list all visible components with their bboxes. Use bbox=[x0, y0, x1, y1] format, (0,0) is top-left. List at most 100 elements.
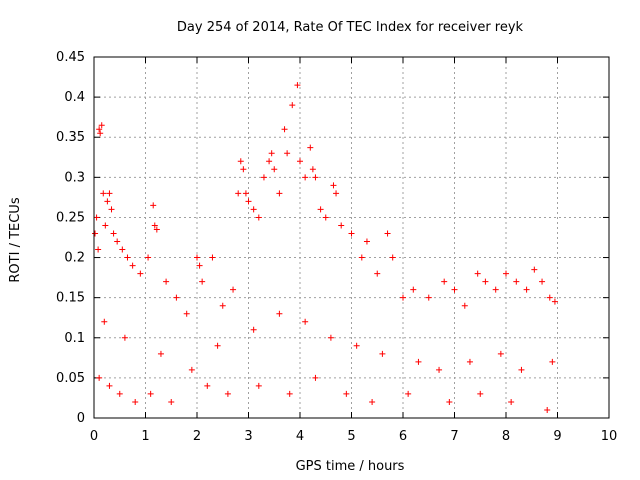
data-point bbox=[539, 278, 546, 285]
x-tick-label: 7 bbox=[450, 429, 458, 444]
y-tick-label: 0.05 bbox=[56, 371, 85, 386]
data-point bbox=[415, 358, 422, 365]
data-point bbox=[110, 230, 117, 237]
data-point bbox=[297, 158, 303, 165]
data-point bbox=[307, 144, 314, 151]
data-point bbox=[93, 214, 100, 221]
data-point bbox=[451, 286, 458, 293]
data-point bbox=[95, 246, 102, 253]
data-point bbox=[281, 126, 288, 133]
data-point bbox=[446, 398, 453, 405]
data-point bbox=[116, 390, 123, 397]
data-point bbox=[209, 254, 216, 261]
data-point bbox=[289, 102, 296, 109]
data-point bbox=[379, 350, 386, 357]
y-axis-label: ROTI / TECUs bbox=[8, 197, 23, 282]
data-point bbox=[338, 222, 345, 229]
data-point bbox=[153, 226, 160, 233]
data-point bbox=[121, 334, 128, 341]
x-tick-label: 8 bbox=[502, 429, 510, 444]
data-point bbox=[150, 202, 157, 209]
data-point bbox=[549, 358, 556, 365]
y-tick-label: 0.1 bbox=[64, 331, 85, 346]
data-point bbox=[196, 262, 203, 269]
data-point bbox=[245, 198, 252, 205]
grid-lines bbox=[94, 57, 609, 418]
data-point bbox=[119, 246, 126, 253]
data-point bbox=[96, 126, 103, 133]
data-point bbox=[492, 286, 499, 293]
data-point bbox=[132, 398, 139, 405]
x-tick-label: 2 bbox=[193, 429, 201, 444]
data-point bbox=[183, 310, 190, 317]
data-point bbox=[250, 326, 257, 333]
data-point bbox=[503, 270, 509, 277]
x-axis-label: GPS time / hours bbox=[296, 459, 405, 474]
data-point bbox=[302, 174, 309, 181]
data-point bbox=[294, 82, 301, 89]
data-point bbox=[544, 406, 551, 413]
x-tick-label: 5 bbox=[347, 429, 355, 444]
data-point bbox=[497, 350, 504, 357]
y-tick-label: 0.3 bbox=[64, 170, 85, 185]
data-point bbox=[551, 298, 558, 305]
data-point bbox=[235, 190, 242, 197]
x-tick-label: 6 bbox=[399, 429, 407, 444]
data-point bbox=[327, 334, 334, 341]
y-tick-label: 0.4 bbox=[64, 90, 85, 105]
data-point bbox=[266, 158, 273, 165]
data-point bbox=[163, 278, 170, 285]
data-point bbox=[108, 206, 115, 213]
data-point bbox=[124, 254, 131, 261]
data-point bbox=[106, 382, 113, 389]
data-point bbox=[106, 190, 113, 197]
data-point bbox=[477, 390, 484, 397]
data-point bbox=[286, 390, 293, 397]
data-point bbox=[271, 166, 278, 173]
data-point bbox=[405, 390, 412, 397]
data-point bbox=[312, 374, 319, 381]
y-tick-label: 0.2 bbox=[64, 251, 85, 266]
data-point bbox=[531, 266, 538, 273]
data-point bbox=[188, 366, 195, 373]
x-tick-label: 4 bbox=[296, 429, 304, 444]
data-point bbox=[513, 278, 520, 285]
y-tick-label: 0.25 bbox=[56, 210, 85, 225]
data-point bbox=[96, 374, 103, 381]
y-axis-ticks: 0 0.05 0.1 0.15 0.2 0.25 0.3 0.35 0.4 0.45 bbox=[56, 50, 609, 426]
data-point bbox=[343, 390, 350, 397]
data-point bbox=[255, 382, 262, 389]
data-point bbox=[92, 230, 99, 237]
plot-frame bbox=[93, 56, 610, 419]
data-point bbox=[97, 130, 104, 137]
data-point bbox=[508, 398, 515, 405]
x-tick-label: 3 bbox=[244, 429, 252, 444]
data-point bbox=[104, 198, 111, 205]
data-point bbox=[353, 342, 360, 349]
y-tick-label: 0 bbox=[77, 411, 85, 426]
data-point bbox=[147, 390, 154, 397]
data-point bbox=[219, 302, 226, 309]
data-point bbox=[384, 230, 391, 237]
data-point bbox=[145, 254, 152, 261]
data-points bbox=[92, 82, 558, 413]
data-point bbox=[268, 150, 275, 157]
data-point bbox=[523, 286, 530, 293]
data-point bbox=[284, 150, 291, 157]
data-point bbox=[157, 350, 164, 357]
data-point bbox=[100, 190, 107, 197]
data-point bbox=[101, 318, 108, 325]
data-point bbox=[309, 166, 316, 173]
data-point bbox=[410, 286, 417, 293]
data-point bbox=[114, 238, 121, 245]
data-point bbox=[204, 382, 211, 389]
data-point bbox=[461, 302, 468, 309]
data-point bbox=[441, 278, 448, 285]
x-tick-label: 9 bbox=[553, 429, 561, 444]
y-tick-label: 0.45 bbox=[56, 50, 85, 65]
data-point bbox=[102, 222, 109, 229]
data-point bbox=[474, 270, 481, 277]
data-point bbox=[389, 254, 396, 261]
data-point bbox=[250, 206, 257, 213]
